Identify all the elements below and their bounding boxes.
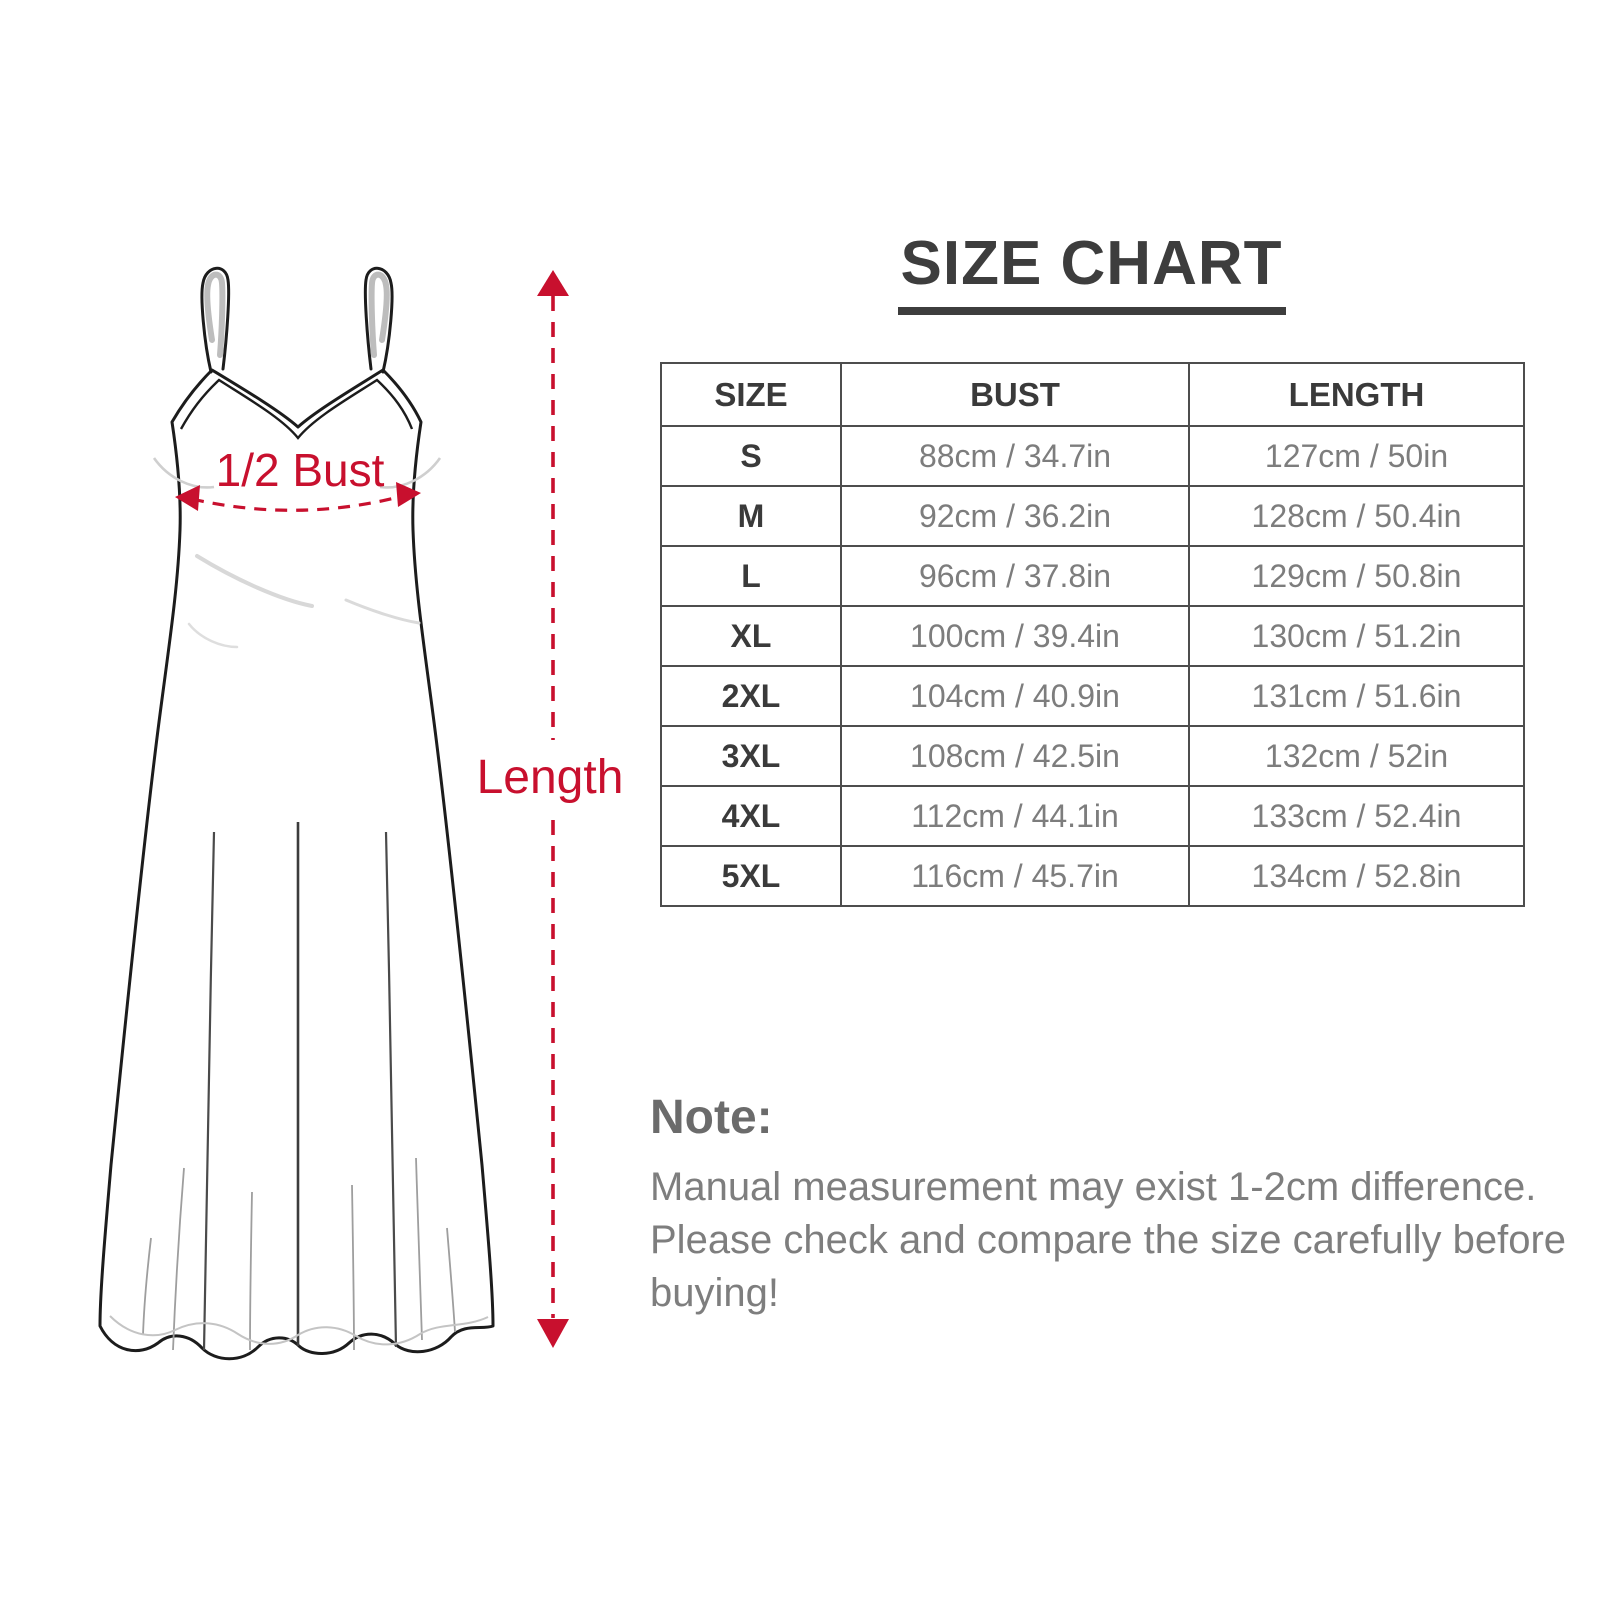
hem-fold-1 [142, 1237, 152, 1336]
length-label: Length [477, 751, 624, 804]
size-value: XL [660, 605, 842, 667]
size-table: SIZE BUST LENGTH S 88cm / 34.7in 127cm /… [660, 362, 1525, 907]
waist-wrinkle-3 [187, 622, 239, 649]
table-row: XL 100cm / 39.4in 130cm / 51.2in [660, 605, 1525, 667]
size-value: L [660, 545, 842, 607]
bust-value: 112cm / 44.1in [840, 785, 1190, 847]
bust-value: 92cm / 36.2in [840, 485, 1190, 547]
bust-contour-right [379, 457, 442, 489]
header-row: SIZE BUST LENGTH [660, 362, 1525, 427]
bust-value: 96cm / 37.8in [840, 545, 1190, 607]
length-value: 131cm / 51.6in [1188, 665, 1525, 727]
length-value: 133cm / 52.4in [1188, 785, 1525, 847]
bust-value: 100cm / 39.4in [840, 605, 1190, 667]
length-value: 128cm / 50.4in [1188, 485, 1525, 547]
size-value: 5XL [660, 845, 842, 907]
dress-outline [98, 266, 495, 1361]
table-row: M 92cm / 36.2in 128cm / 50.4in [660, 485, 1525, 547]
bust-arrow-dashed-line [191, 494, 404, 512]
length-arrowhead-bottom [537, 1319, 569, 1348]
length-measurement: Length [477, 270, 624, 1348]
column-header-length: LENGTH [1188, 362, 1525, 427]
bust-contour-left [152, 457, 215, 489]
column-header-size: SIZE [660, 362, 842, 427]
dress-technical-drawing: 1/2 Bust Length [98, 266, 624, 1361]
size-value: 4XL [660, 785, 842, 847]
table-row: 2XL 104cm / 40.9in 131cm / 51.6in [660, 665, 1525, 727]
table-row: 3XL 108cm / 42.5in 132cm / 52in [660, 725, 1525, 787]
table-row: 5XL 116cm / 45.7in 134cm / 52.8in [660, 845, 1525, 907]
waist-wrinkle-1 [195, 554, 314, 608]
length-value: 130cm / 51.2in [1188, 605, 1525, 667]
size-value: 2XL [660, 665, 842, 727]
table-row: S 88cm / 34.7in 127cm / 50in [660, 425, 1525, 487]
note-section: Note: Manual measurement may exist 1-2cm… [650, 1090, 1567, 1320]
right-strap-shading [368, 271, 390, 358]
waist-wrinkle-2 [344, 598, 421, 625]
size-value: S [660, 425, 842, 487]
size-value: M [660, 485, 842, 547]
size-table-body: S 88cm / 34.7in 127cm / 50in M 92cm / 36… [660, 425, 1525, 907]
note-line: Manual measurement may exist 1-2cm diffe… [650, 1165, 1537, 1209]
hem-inner-line [109, 1315, 489, 1346]
bust-value: 116cm / 45.7in [840, 845, 1190, 907]
hem-fold-3 [249, 1191, 253, 1351]
dress-silhouette [98, 368, 495, 1361]
length-value: 132cm / 52in [1188, 725, 1525, 787]
size-table-header: SIZE BUST LENGTH [660, 362, 1525, 427]
length-value: 127cm / 50in [1188, 425, 1525, 487]
hem-fold-6 [446, 1227, 456, 1333]
left-strap [200, 266, 231, 374]
size-value: 3XL [660, 725, 842, 787]
skirt-fold-right [384, 831, 398, 1348]
bust-measurement: 1/2 Bust [175, 444, 421, 512]
note-line: buying! [650, 1271, 779, 1315]
length-value: 129cm / 50.8in [1188, 545, 1525, 607]
length-value: 134cm / 52.8in [1188, 845, 1525, 907]
bust-arrowhead-left [175, 485, 200, 511]
column-header-bust: BUST [840, 362, 1190, 427]
bust-value: 104cm / 40.9in [840, 665, 1190, 727]
left-strap-shading [204, 271, 226, 358]
right-strap [363, 266, 394, 374]
bust-label: 1/2 Bust [216, 444, 385, 496]
bust-value: 108cm / 42.5in [840, 725, 1190, 787]
title-wrap: SIZE CHART [660, 233, 1523, 315]
table-row: L 96cm / 37.8in 129cm / 50.8in [660, 545, 1525, 607]
page-title: SIZE CHART [897, 233, 1286, 315]
bust-arrowhead-right [396, 482, 421, 507]
note-heading: Note: [650, 1091, 773, 1144]
bust-value: 88cm / 34.7in [840, 425, 1190, 487]
length-arrowhead-top [537, 270, 569, 296]
neckline-band-inner-line [179, 378, 414, 440]
table-row: 4XL 112cm / 44.1in 133cm / 52.4in [660, 785, 1525, 847]
skirt-fold-left [202, 831, 216, 1351]
hem-fold-5 [415, 1157, 423, 1341]
note-line: Please check and compare the size carefu… [650, 1218, 1567, 1262]
